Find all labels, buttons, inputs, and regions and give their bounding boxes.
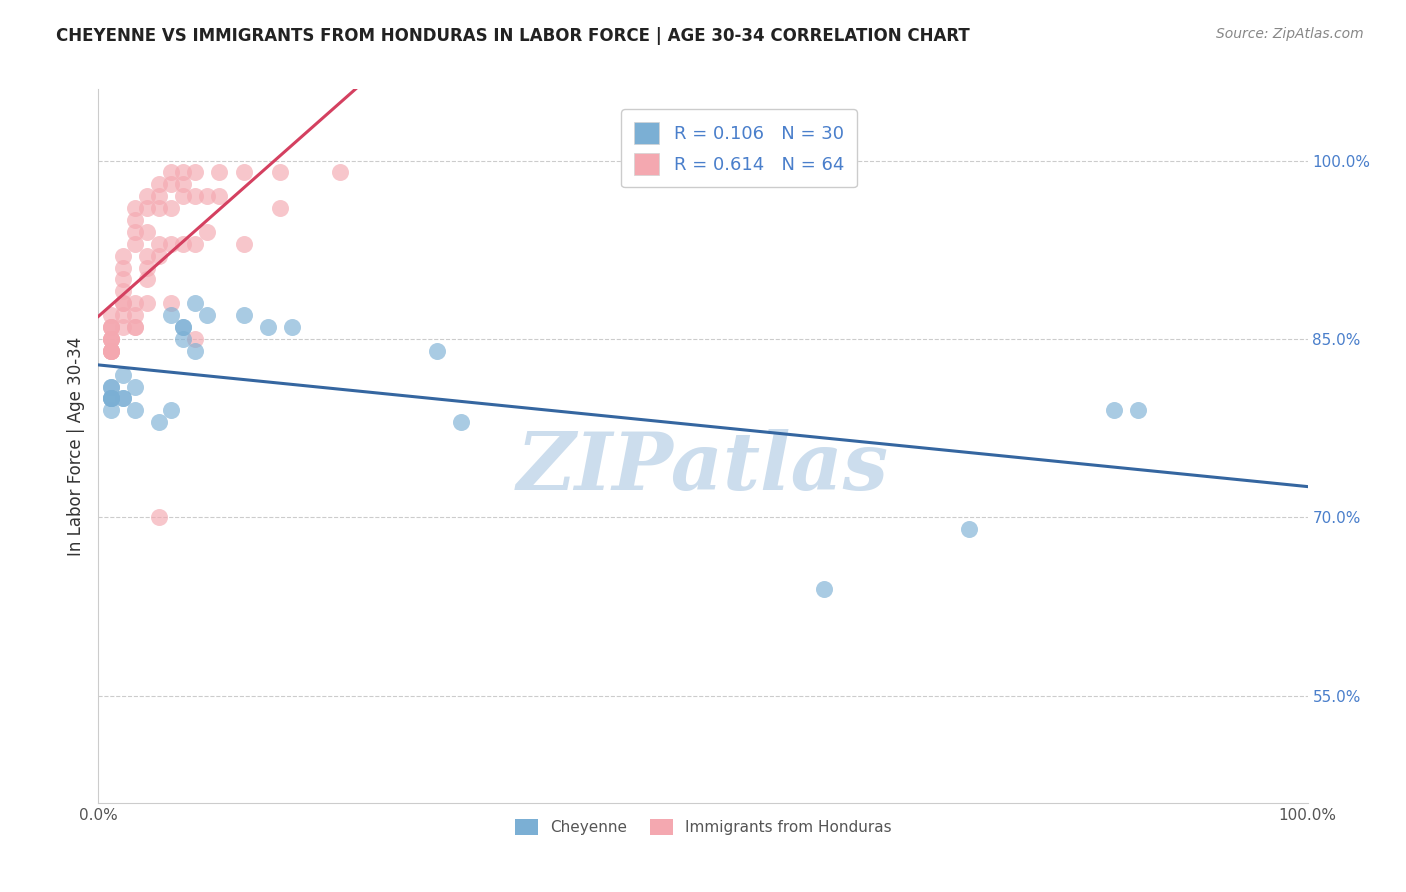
Point [111, 308, 134, 322]
Point [195, 225, 218, 239]
Point [184, 343, 207, 358]
Point [124, 201, 146, 215]
Point [148, 178, 170, 192]
Point [124, 225, 146, 239]
Point [172, 236, 194, 251]
Point [184, 165, 207, 179]
Point [148, 201, 170, 215]
Point [100, 403, 122, 417]
Point [148, 415, 170, 429]
Point [160, 165, 183, 179]
Point [160, 296, 183, 310]
Point [100, 332, 122, 346]
Point [124, 213, 146, 227]
Point [111, 249, 134, 263]
Point [281, 320, 304, 334]
Point [111, 368, 134, 382]
Point [160, 403, 183, 417]
Y-axis label: In Labor Force | Age 30-34: In Labor Force | Age 30-34 [66, 336, 84, 556]
Point [124, 236, 146, 251]
Point [111, 392, 134, 406]
Point [100, 343, 122, 358]
Point [111, 392, 134, 406]
Point [111, 296, 134, 310]
Point [813, 582, 835, 596]
Point [256, 320, 278, 334]
Point [184, 332, 207, 346]
Point [100, 392, 122, 406]
Point [269, 165, 291, 179]
Point [111, 272, 134, 286]
Point [100, 343, 122, 358]
Point [269, 201, 291, 215]
Point [208, 189, 231, 203]
Point [232, 236, 254, 251]
Point [100, 392, 122, 406]
Point [135, 249, 157, 263]
Point [160, 201, 183, 215]
Point [135, 296, 157, 310]
Point [135, 201, 157, 215]
Point [329, 165, 352, 179]
Point [957, 522, 980, 536]
Point [100, 343, 122, 358]
Point [172, 332, 194, 346]
Point [148, 189, 170, 203]
Point [184, 189, 207, 203]
Point [426, 343, 449, 358]
Point [111, 320, 134, 334]
Point [100, 320, 122, 334]
Point [160, 236, 183, 251]
Point [111, 285, 134, 299]
Point [195, 189, 218, 203]
Point [124, 320, 146, 334]
Point [160, 308, 183, 322]
Point [100, 332, 122, 346]
Point [100, 343, 122, 358]
Point [100, 332, 122, 346]
Point [135, 225, 157, 239]
Point [232, 165, 254, 179]
Point [100, 392, 122, 406]
Point [100, 332, 122, 346]
Text: CHEYENNE VS IMMIGRANTS FROM HONDURAS IN LABOR FORCE | AGE 30-34 CORRELATION CHAR: CHEYENNE VS IMMIGRANTS FROM HONDURAS IN … [56, 27, 970, 45]
Point [148, 249, 170, 263]
Point [160, 178, 183, 192]
Point [135, 272, 157, 286]
Point [135, 260, 157, 275]
Point [100, 320, 122, 334]
Point [1128, 403, 1150, 417]
Point [111, 296, 134, 310]
Point [232, 308, 254, 322]
Legend: Cheyenne, Immigrants from Honduras: Cheyenne, Immigrants from Honduras [509, 814, 897, 841]
Point [111, 260, 134, 275]
Point [184, 296, 207, 310]
Point [195, 308, 218, 322]
Point [100, 379, 122, 393]
Point [172, 189, 194, 203]
Point [450, 415, 472, 429]
Point [124, 296, 146, 310]
Point [100, 343, 122, 358]
Point [135, 189, 157, 203]
Point [148, 236, 170, 251]
Point [172, 178, 194, 192]
Text: Source: ZipAtlas.com: Source: ZipAtlas.com [1216, 27, 1364, 41]
Point [124, 308, 146, 322]
Point [124, 320, 146, 334]
Point [100, 320, 122, 334]
Point [184, 236, 207, 251]
Point [124, 403, 146, 417]
Point [100, 392, 122, 406]
Point [100, 379, 122, 393]
Text: ZIPatlas: ZIPatlas [517, 429, 889, 506]
Point [208, 165, 231, 179]
Point [172, 165, 194, 179]
Point [1102, 403, 1125, 417]
Point [172, 320, 194, 334]
Point [100, 308, 122, 322]
Point [172, 320, 194, 334]
Point [148, 510, 170, 524]
Point [124, 379, 146, 393]
